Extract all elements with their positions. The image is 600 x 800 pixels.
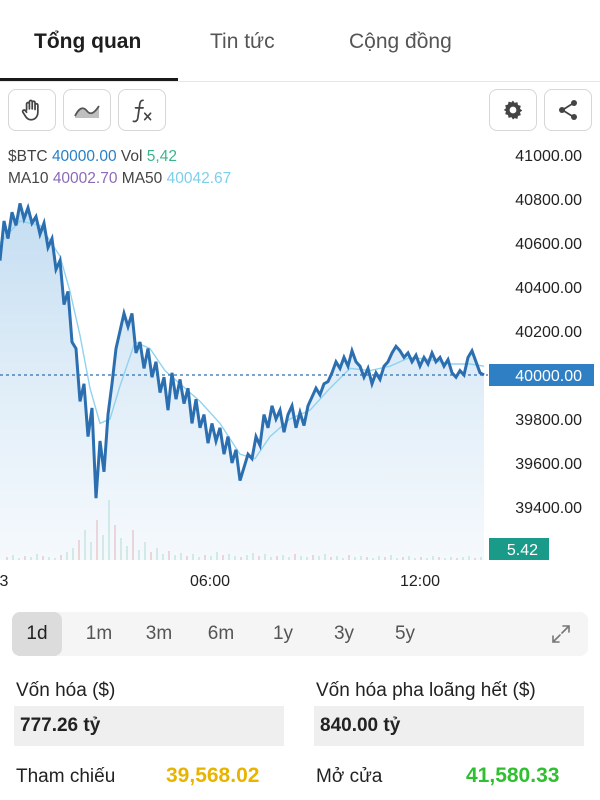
tab-news[interactable]: Tin tức <box>210 30 275 53</box>
period-1d[interactable]: 1d <box>12 612 62 656</box>
active-tab-indicator <box>0 78 178 81</box>
market-cap-label: Vốn hóa ($) <box>16 680 116 701</box>
legend-row-1: $BTC 40000.00 Vol 5,42 <box>8 148 177 166</box>
y-tick-label: 39800.00 <box>515 412 582 429</box>
open-label: Mở cửa <box>316 766 383 787</box>
volume-tag-label: 5.42 <box>507 542 538 559</box>
hand-tool-button[interactable] <box>8 89 56 131</box>
settings-button[interactable] <box>489 89 537 131</box>
y-tick-label: 41000.00 <box>515 148 582 165</box>
hand-icon <box>21 99 39 121</box>
price-area <box>0 203 484 560</box>
area-chart-icon <box>74 105 100 118</box>
market-cap-value: 777.26 tỷ <box>14 706 284 746</box>
expand-icon[interactable] <box>550 623 572 645</box>
tab-bar: Tổng quan Tin tức Cộng đồng <box>0 0 600 82</box>
y-tick-label: 40200.00 <box>515 324 582 341</box>
ma10-value: 40002.70 <box>52 170 118 187</box>
x-tick-label: 12:00 <box>400 573 440 590</box>
y-tick-label: 40600.00 <box>515 236 582 253</box>
symbol-label: $BTC <box>8 148 48 165</box>
ma50-value: 40042.67 <box>166 170 232 187</box>
share-icon <box>559 100 577 120</box>
function-icon <box>132 99 152 123</box>
gear-icon <box>503 100 523 120</box>
price-chart-svg: 41000.00 40800.00 40600.00 40400.00 40200.00… <box>0 148 594 590</box>
price-value: 40000.00 <box>51 148 117 165</box>
volume-label: Vol <box>120 148 143 165</box>
tab-community[interactable]: Cộng đồng <box>349 30 452 53</box>
y-tick-label: 39600.00 <box>515 456 582 473</box>
reference-value: 39,568.02 <box>166 764 260 787</box>
fdv-label: Vốn hóa pha loãng hết ($) <box>316 680 536 701</box>
period-selector: 1d 1m 3m 6m 1y 3y 5y <box>12 612 588 656</box>
period-1y[interactable]: 1y <box>272 623 294 644</box>
chart-type-button[interactable] <box>63 89 111 131</box>
x-tick-label: 3 <box>0 573 9 590</box>
volume-tag <box>489 538 549 560</box>
period-3y[interactable]: 3y <box>333 623 355 644</box>
legend-row-2: MA10 40002.70 MA50 40042.67 <box>8 170 231 188</box>
volume-value: 5,42 <box>146 148 177 165</box>
x-tick-label: 06:00 <box>190 573 230 590</box>
period-6m[interactable]: 6m <box>207 623 235 644</box>
current-price-tag-label: 40000.00 <box>515 368 582 385</box>
indicators-button[interactable] <box>118 89 166 131</box>
fdv-value: 840.00 tỷ <box>314 706 584 746</box>
moving-average-line <box>0 220 485 460</box>
price-chart[interactable]: 41000.00 40800.00 40600.00 40400.00 40200.00… <box>0 140 600 595</box>
ma10-label: MA10 <box>8 170 49 187</box>
period-1m[interactable]: 1m <box>85 623 113 644</box>
period-5y[interactable]: 5y <box>394 623 416 644</box>
ma50-label: MA50 <box>121 170 163 187</box>
current-price-tag <box>489 364 594 386</box>
open-value: 41,580.33 <box>466 764 560 787</box>
y-tick-label: 39400.00 <box>515 500 582 517</box>
share-button[interactable] <box>544 89 592 131</box>
period-3m[interactable]: 3m <box>145 623 173 644</box>
tab-overview[interactable]: Tổng quan <box>34 30 142 53</box>
y-tick-label: 40800.00 <box>515 192 582 209</box>
price-line <box>0 202 485 499</box>
reference-label: Tham chiếu <box>16 766 116 787</box>
y-tick-label: 40400.00 <box>515 280 582 297</box>
